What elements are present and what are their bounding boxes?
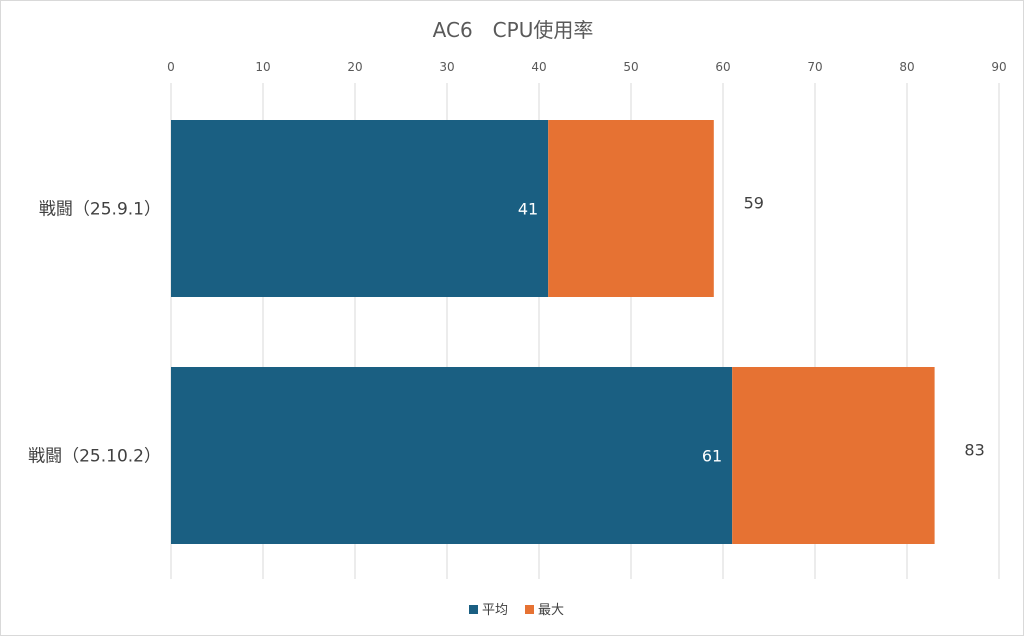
- bar-max: [732, 367, 935, 544]
- bar-max: [548, 120, 714, 297]
- x-tick-label: 60: [715, 60, 730, 74]
- legend-swatch: [469, 605, 478, 614]
- bar-average: [171, 367, 733, 544]
- legend-label: 平均: [482, 603, 508, 618]
- data-label-average: 61: [702, 447, 722, 466]
- legend-swatch: [525, 605, 534, 614]
- category-labels: 戦闘（25.9.1） 戦闘（25.10.2）: [28, 200, 161, 467]
- x-tick-label: 0: [167, 60, 175, 74]
- x-tick-label: 90: [991, 60, 1006, 74]
- x-tick-label: 80: [899, 60, 914, 74]
- legend-label: 最大: [538, 603, 564, 618]
- data-labels: 41 59 61 83: [518, 194, 985, 466]
- data-label-max: 59: [744, 194, 764, 213]
- x-tick-label: 40: [531, 60, 546, 74]
- bars: [171, 120, 935, 544]
- category-label: 戦闘（25.9.1）: [39, 200, 161, 220]
- x-axis-ticks: 0 10 20 30 40 50 60 70 80 90: [167, 60, 1006, 74]
- category-label: 戦闘（25.10.2）: [28, 447, 161, 467]
- x-tick-label: 50: [623, 60, 638, 74]
- x-tick-label: 70: [807, 60, 822, 74]
- x-tick-label: 10: [255, 60, 270, 74]
- x-tick-label: 20: [347, 60, 362, 74]
- data-label-max: 83: [964, 441, 984, 460]
- legend: 平均 最大: [469, 603, 564, 618]
- chart-title: AC6 CPU使用率: [433, 18, 594, 42]
- x-tick-label: 30: [439, 60, 454, 74]
- data-label-average: 41: [518, 200, 538, 219]
- bar-average: [171, 120, 549, 297]
